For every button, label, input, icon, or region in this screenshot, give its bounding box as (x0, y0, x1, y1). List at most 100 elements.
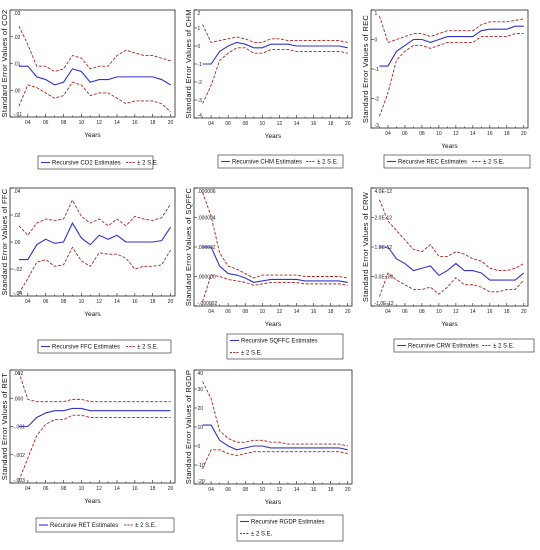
upper-band-line (202, 381, 348, 447)
lower-band-line (18, 246, 171, 294)
x-tick-label: 16 (311, 487, 317, 493)
y-tick-label: .000 (14, 396, 24, 402)
x-tick-label: 18 (150, 486, 156, 492)
chart-panel-6: 4.0E-12 2.0E-12 1.0E-12 0.0E+00 -1.0E-12 04 06… (361, 187, 535, 353)
x-tick-label: 10 (79, 299, 85, 305)
y-tick-label: 0 (198, 44, 201, 50)
x-tick-label: 14 (114, 299, 120, 305)
lower-band-line (379, 272, 525, 297)
x-tick-label: 20 (168, 299, 174, 305)
x-tick-label: 08 (61, 120, 67, 126)
y-tick-label: .000004 (198, 216, 216, 222)
lower-band-line (18, 81, 171, 112)
x-tick-label: 14 (294, 309, 300, 315)
legend-estimate-label: Recursive CHM Estimates (232, 160, 302, 166)
y-tick-label: -.01 (14, 112, 23, 118)
x-tick-label: 12 (277, 309, 283, 315)
legend-estimate-label: Recursive REC Estimates (398, 160, 467, 166)
legend-box (226, 333, 344, 360)
plot-frame (193, 9, 353, 119)
x-tick-label: 04 (208, 309, 214, 315)
x-tick-label: 20 (521, 309, 527, 315)
estimate-line (379, 246, 525, 281)
estimate-line (18, 407, 171, 428)
x-tick-label: 12 (277, 121, 283, 127)
legend-estimate-label: Recursive SQFFC Estimates (241, 339, 318, 345)
x-tick-label: 06 (43, 120, 49, 126)
legend: Recursive CRW Estimates ± 2 S.E. (393, 338, 535, 353)
x-tick-label: 16 (487, 309, 493, 315)
x-tick-label: 20 (345, 121, 351, 127)
y-tick-label: 40 (198, 371, 204, 377)
y-tick-label: -3 (198, 98, 203, 104)
upper-band-line (379, 15, 524, 44)
legend: Recursive CHM Estimates ± 2 S.E. (217, 154, 344, 169)
y-tick-label: .002 (14, 371, 24, 377)
legend-estimate-label: Recursive CO2 Estimates (52, 161, 121, 167)
legend-box (236, 514, 344, 542)
x-tick-label: 06 (225, 487, 231, 493)
estimate-line (18, 221, 171, 261)
y-tick-label: -1 (198, 62, 203, 68)
x-axis-label: Years (265, 133, 282, 140)
x-axis-label: Years (441, 321, 458, 328)
plot-frame (9, 369, 176, 484)
y-tick-label: 20 (198, 406, 204, 412)
plot-frame (193, 187, 353, 307)
x-tick-label: 04 (25, 299, 31, 305)
x-tick-label: 04 (385, 309, 391, 315)
x-tick-label: 08 (242, 309, 248, 315)
y-axis-label: Standard Error Values of RET (0, 373, 9, 481)
x-tick-label: 20 (168, 120, 174, 126)
legend-box (383, 154, 531, 169)
x-tick-label: 10 (260, 487, 266, 493)
estimate-line (202, 424, 348, 451)
legend-band-label: ± 2 S.E. (137, 161, 159, 167)
y-tick-label: 1.0E-12 (375, 245, 393, 251)
lower-band-line (202, 274, 348, 302)
legend-band-label: ± 2 S.E. (317, 160, 339, 166)
x-tick-label: 16 (311, 121, 317, 127)
x-tick-label: 16 (132, 120, 138, 126)
legend-box (37, 339, 172, 354)
y-tick-label: 0.0E+00 (375, 275, 394, 281)
legend: Recursive RET Estimates ± 2 S.E. (35, 517, 175, 533)
y-axis-label: Standard Error Values of CRW (361, 191, 370, 302)
chart-panel-5: .000006 .000004 .000002 .000000 -.000002 04 06… (184, 187, 353, 360)
x-axis-label: Years (84, 132, 101, 139)
y-tick-label: .03 (14, 11, 21, 17)
estimate-line (202, 246, 348, 283)
y-tick-label: -2 (375, 97, 380, 103)
y-axis-label: Standard Error Values of FFC (0, 188, 9, 295)
plot-frame (370, 187, 529, 307)
legend: Recursive CO2 Estimates ± 2 S.E. (37, 155, 159, 170)
x-tick-label: 08 (419, 131, 425, 137)
legend-box (217, 154, 344, 169)
x-tick-label: 04 (25, 486, 31, 492)
y-tick-label: -20 (198, 479, 205, 485)
x-axis-label: Years (84, 311, 101, 318)
y-tick-label: -.002 (14, 453, 26, 459)
upper-band-line (18, 25, 171, 73)
x-tick-label: 18 (328, 309, 334, 315)
x-tick-label: 20 (168, 486, 174, 492)
y-tick-label: .02 (14, 213, 21, 219)
estimate-line (202, 41, 348, 65)
y-tick-label: .00 (14, 88, 21, 94)
x-axis-label: Years (265, 321, 282, 328)
upper-band-line (18, 372, 171, 403)
upper-band-line (379, 199, 524, 272)
x-tick-label: 18 (150, 120, 156, 126)
legend-estimate-label: Recursive RET Estimates (50, 523, 118, 529)
x-axis-label: Years (84, 498, 101, 505)
legend-band-label: ± 2 S.E. (251, 532, 273, 538)
legend: Recursive REC Estimates ± 2 S.E. (383, 154, 531, 169)
y-tick-label: 0 (375, 38, 378, 44)
x-tick-label: 20 (345, 487, 351, 493)
y-tick-label: 4.0E-12 (375, 189, 393, 195)
upper-band-line (18, 199, 171, 236)
x-tick-label: 06 (43, 486, 49, 492)
legend-estimate-label: Recursive RGDP Estimates (251, 520, 325, 526)
y-tick-label: .00 (14, 240, 21, 246)
